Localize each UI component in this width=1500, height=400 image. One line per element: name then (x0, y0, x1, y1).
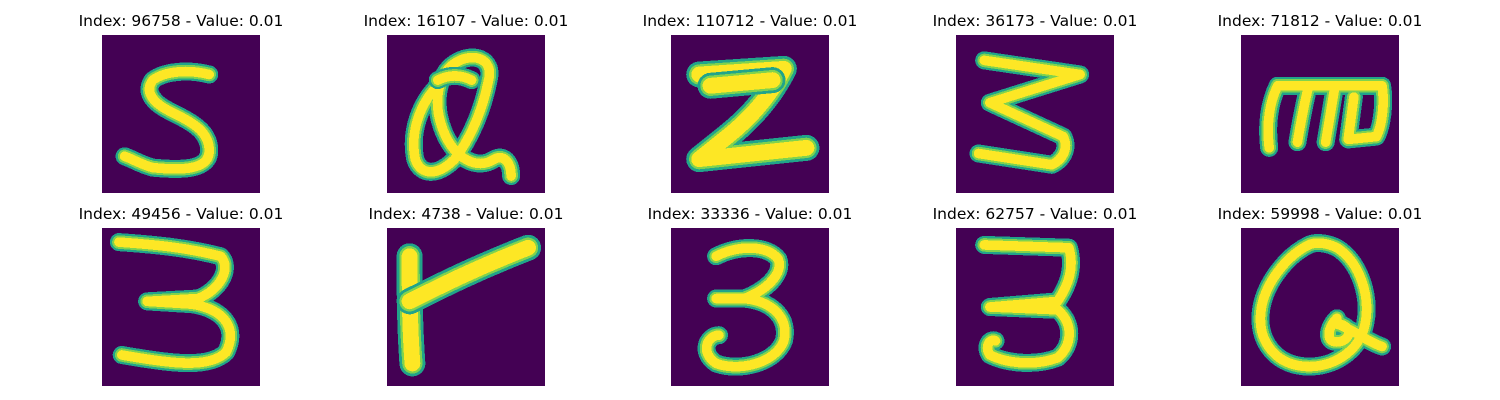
digit-image (102, 35, 260, 193)
panel-title: Index: 110712 - Value: 0.01 (642, 12, 858, 30)
panel-title: Index: 49456 - Value: 0.01 (78, 205, 284, 223)
digit-panel (1241, 228, 1399, 386)
panel-title: Index: 16107 - Value: 0.01 (363, 12, 569, 30)
digit-image (671, 35, 829, 193)
digit-panel (387, 35, 545, 193)
panel-title: Index: 59998 - Value: 0.01 (1217, 205, 1423, 223)
digit-panel (387, 228, 545, 386)
digit-image (387, 35, 545, 193)
digit-image (1241, 228, 1399, 386)
digit-panel (671, 228, 829, 386)
digit-image (956, 35, 1114, 193)
panel-title: Index: 71812 - Value: 0.01 (1217, 12, 1423, 30)
digit-image (1241, 35, 1399, 193)
digit-panel (102, 35, 260, 193)
digit-panel (1241, 35, 1399, 193)
digit-image (102, 228, 260, 386)
panel-title: Index: 96758 - Value: 0.01 (78, 12, 284, 30)
panel-title: Index: 62757 - Value: 0.01 (932, 205, 1138, 223)
digit-panel (671, 35, 829, 193)
digit-image (387, 228, 545, 386)
panel-title: Index: 4738 - Value: 0.01 (368, 205, 564, 223)
panel-title: Index: 36173 - Value: 0.01 (932, 12, 1138, 30)
digit-panel (956, 228, 1114, 386)
digit-panel (956, 35, 1114, 193)
digit-panel (102, 228, 260, 386)
digit-image (671, 228, 829, 386)
digit-image (956, 228, 1114, 386)
panel-title: Index: 33336 - Value: 0.01 (647, 205, 853, 223)
